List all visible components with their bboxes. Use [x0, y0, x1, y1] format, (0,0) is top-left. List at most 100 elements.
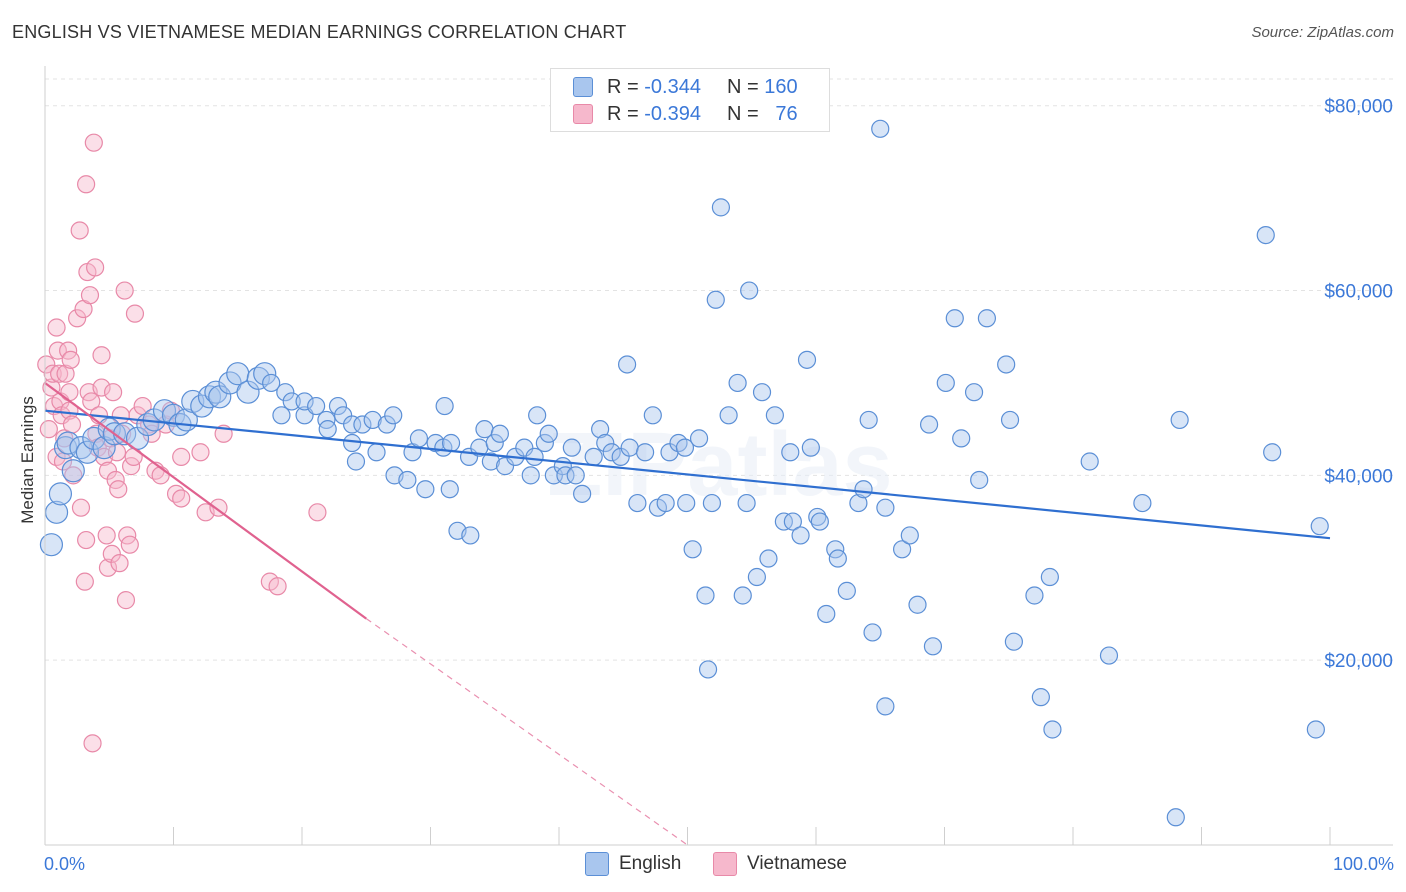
data-point — [635, 443, 655, 462]
y-tick-label: $80,000 — [1324, 97, 1393, 118]
data-point — [115, 281, 134, 300]
data-point — [677, 493, 696, 513]
data-point — [69, 436, 93, 460]
data-point — [82, 392, 101, 411]
data-point — [461, 526, 480, 545]
english-legend-swatch — [585, 852, 609, 876]
data-point — [295, 392, 314, 411]
vietnamese-trend-line — [44, 382, 367, 620]
data-point — [97, 526, 116, 545]
data-point — [783, 512, 802, 531]
axes — [44, 66, 1393, 846]
data-point — [759, 549, 778, 568]
data-point — [102, 544, 121, 564]
data-point — [44, 500, 69, 524]
data-point — [107, 443, 127, 462]
data-point — [481, 452, 500, 471]
data-point — [752, 383, 772, 402]
data-point — [1040, 567, 1059, 587]
data-point — [92, 346, 111, 365]
data-point — [172, 489, 191, 508]
data-point — [75, 572, 94, 591]
data-point — [55, 429, 74, 448]
english-swatch — [573, 77, 593, 97]
data-point — [377, 415, 396, 434]
data-point — [125, 304, 145, 323]
data-point — [740, 281, 759, 300]
data-point — [837, 581, 856, 600]
data-point — [1099, 646, 1119, 665]
data-point — [1000, 410, 1020, 430]
data-point — [737, 493, 756, 513]
data-point — [353, 415, 372, 434]
data-point — [43, 364, 62, 383]
legend-row-english: R = -0.344 N = 160 — [573, 75, 798, 99]
data-point — [817, 604, 836, 624]
data-point — [900, 526, 919, 545]
data-point — [56, 364, 75, 383]
data-point — [80, 286, 100, 305]
data-point — [367, 443, 386, 462]
data-point — [317, 410, 336, 430]
data-point — [573, 484, 592, 503]
data-point — [702, 493, 722, 513]
data-point — [409, 429, 429, 448]
source-label: Source: ZipAtlas.com — [1251, 24, 1394, 41]
vietnamese-trend-extension — [365, 618, 688, 846]
data-point — [892, 540, 912, 559]
data-point — [791, 526, 810, 545]
data-point — [747, 567, 766, 587]
data-point — [151, 466, 170, 485]
data-point — [696, 586, 715, 605]
data-point — [656, 493, 675, 513]
data-point — [308, 503, 327, 522]
data-point — [828, 549, 847, 568]
data-point — [765, 406, 784, 425]
english-n-label: N = — [726, 75, 759, 98]
data-point — [719, 406, 738, 425]
data-point — [109, 480, 128, 499]
data-point — [859, 410, 878, 430]
data-point — [61, 350, 80, 369]
data-point — [618, 355, 637, 374]
data-point — [77, 175, 96, 194]
data-point — [1043, 720, 1062, 739]
data-point — [70, 221, 89, 240]
data-point — [1263, 443, 1282, 462]
legend-item-english: English — [585, 850, 681, 878]
data-point — [952, 429, 971, 448]
vietnamese-r-label: R = — [607, 102, 639, 125]
data-point — [60, 383, 79, 402]
data-point — [923, 637, 943, 656]
data-point — [781, 443, 800, 462]
data-point — [495, 457, 515, 476]
data-point — [346, 452, 366, 471]
english-r-label: R = — [607, 75, 639, 98]
data-point — [854, 480, 873, 499]
data-point — [591, 420, 610, 439]
data-point — [197, 385, 222, 409]
data-point — [441, 433, 461, 453]
data-point — [876, 498, 895, 517]
data-point — [172, 447, 191, 466]
data-point — [39, 533, 64, 557]
vietnamese-legend-label: Vietnamese — [747, 853, 847, 874]
data-point — [970, 470, 989, 490]
data-point — [1025, 586, 1044, 605]
data-point — [253, 362, 277, 386]
data-point — [539, 424, 558, 443]
data-point — [384, 406, 403, 425]
data-point — [282, 392, 301, 411]
vietnamese-legend-swatch — [713, 852, 737, 876]
data-point — [307, 396, 326, 416]
data-point — [92, 378, 111, 397]
data-point — [871, 119, 890, 138]
data-point — [416, 480, 435, 499]
y-tick-labels: $20,000 $40,000 $60,000 $80,000 — [1324, 97, 1393, 672]
data-point — [77, 530, 96, 550]
data-point — [71, 498, 91, 517]
data-point — [620, 438, 639, 457]
y-tick-label: $60,000 — [1324, 282, 1393, 303]
data-point — [908, 595, 927, 614]
